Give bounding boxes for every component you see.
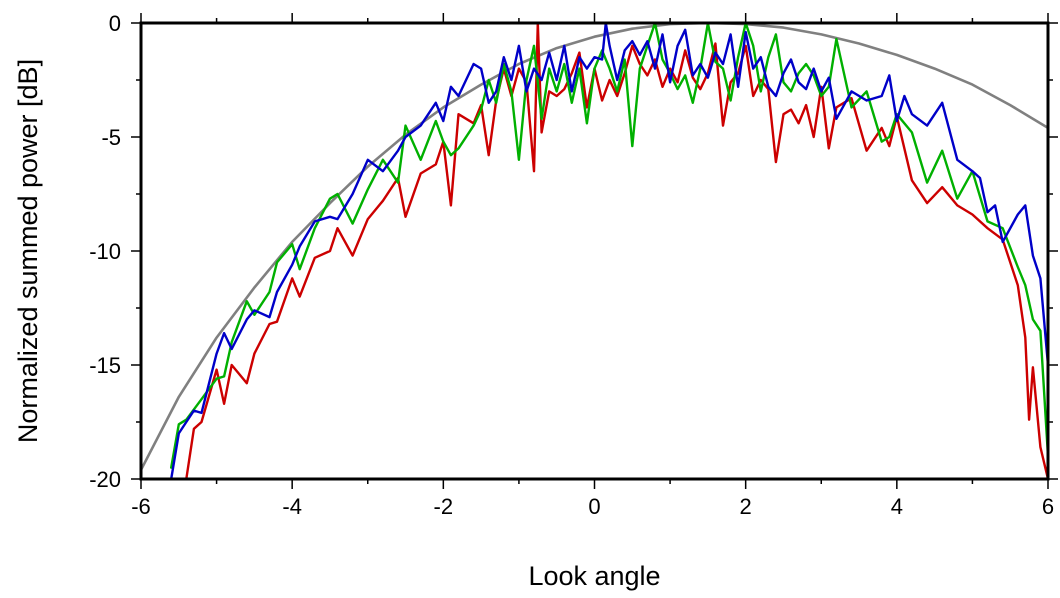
series-layer <box>141 23 1048 479</box>
x-tick-label: 4 <box>891 494 903 519</box>
x-tick-labels: -6 -4 -2 0 2 4 6 <box>131 494 1054 519</box>
series-line-3 <box>169 23 1048 479</box>
series-line-0 <box>141 23 1048 472</box>
y-tick-label: -5 <box>101 125 121 150</box>
y-tick-label: -10 <box>89 239 121 264</box>
x-axis-title: Look angle <box>528 561 660 591</box>
y-tick-label: -15 <box>89 353 121 378</box>
x-tick-label: -2 <box>434 494 454 519</box>
x-tick-label: -4 <box>282 494 302 519</box>
y-tick-labels: 0 -5 -10 -15 -20 <box>89 11 121 492</box>
series-line-2 <box>169 23 1048 469</box>
plot-area <box>139 21 1050 481</box>
x-tick-label: -6 <box>131 494 151 519</box>
x-tick-label: 0 <box>588 494 600 519</box>
y-tick-label: -20 <box>89 467 121 492</box>
plot-frame <box>139 21 1050 481</box>
axis-ticks <box>131 13 1058 489</box>
x-tick-label: 2 <box>740 494 752 519</box>
y-axis-title: Normalized summed power [dB] <box>13 59 43 443</box>
y-tick-label: 0 <box>109 11 121 36</box>
x-tick-label: 6 <box>1042 494 1054 519</box>
